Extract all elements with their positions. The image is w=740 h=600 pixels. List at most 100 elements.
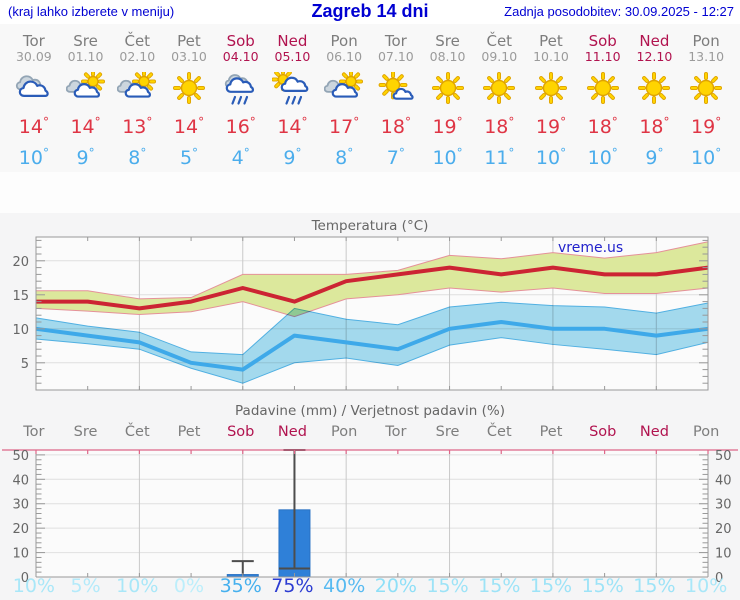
day-date: 02.10 xyxy=(119,49,156,64)
svg-text:15: 15 xyxy=(12,289,29,304)
temp-max: 14° xyxy=(70,115,101,138)
day-name: Tor xyxy=(22,32,45,50)
day-column: Pon 06.10 17° 8° xyxy=(318,24,370,172)
temp-max: 13° xyxy=(122,115,153,138)
vreme-us-link[interactable]: vreme.us xyxy=(558,240,624,256)
pop-label: 5% xyxy=(70,575,101,597)
day-date: 10.10 xyxy=(533,49,569,64)
day-column: Sre 01.10 14° 9° xyxy=(60,24,112,172)
section-divider xyxy=(0,172,740,213)
weather-icon-partly xyxy=(324,72,364,98)
precip-day-label: Ned xyxy=(639,424,669,440)
svg-text:30: 30 xyxy=(715,498,732,513)
pop-label: 10% xyxy=(685,575,728,597)
day-column: Pet 10.10 19° 10° xyxy=(525,24,577,172)
weather-icon-box xyxy=(680,72,732,108)
precip-day-labels: Tor Sre Čet Pet Sob Ned Pon Tor Sre Čet Pet Sob Ned P… xyxy=(0,424,740,440)
temp-max: 16° xyxy=(225,115,256,138)
day-date: 13.10 xyxy=(688,49,725,64)
temp-min: 10° xyxy=(691,146,722,169)
weather-icon-box xyxy=(318,72,370,108)
day-date: 11.10 xyxy=(584,49,621,64)
pop-label: 15% xyxy=(633,575,676,597)
svg-text:30: 30 xyxy=(12,498,29,513)
weather-icon-sun-cloud xyxy=(378,72,414,100)
precip-day-label: Ned xyxy=(277,424,307,440)
day-column: Sre 08.10 19° 10° xyxy=(422,24,474,172)
pop-label: 0% xyxy=(173,575,205,597)
svg-text:10: 10 xyxy=(12,547,29,562)
temp-max: 19° xyxy=(691,115,722,138)
weather-icon-box xyxy=(473,72,525,108)
pop-label: 10% xyxy=(12,575,55,597)
day-date: 30.09 xyxy=(15,49,52,64)
weather-icon-box xyxy=(525,72,577,108)
precipitation-chart: 0 0 10 10 20 20 30 30 40 40 50 50 xyxy=(2,449,738,584)
temp-max: 14° xyxy=(173,115,205,138)
day-column: Tor 07.10 18° 7° xyxy=(370,24,422,172)
weather-icon-rain xyxy=(224,74,254,105)
day-date: 03.10 xyxy=(171,49,207,64)
precip-day-label: Sre xyxy=(435,424,460,440)
precip-day-label: Čet xyxy=(124,424,150,440)
svg-text:40: 40 xyxy=(715,473,732,488)
precip-day-label: Sre xyxy=(73,424,98,440)
temp-max: 18° xyxy=(484,115,515,138)
weather-icon-box xyxy=(8,72,60,108)
forecast-strip: Tor 30.09 14° 10° Sre 01.10 14° 9° Čet 02.10 13° 8°… xyxy=(0,24,740,172)
precip-day-label: Pet xyxy=(539,424,563,440)
svg-text:5: 5 xyxy=(21,357,29,372)
svg-text:50: 50 xyxy=(715,449,732,464)
precip-day-label: Tor xyxy=(385,424,407,440)
temp-min: 9° xyxy=(645,146,664,169)
weather-icon-box xyxy=(422,72,474,108)
weather-icon-box xyxy=(629,72,681,108)
day-name: Sre xyxy=(435,32,460,50)
day-column: Pet 03.10 14° 5° xyxy=(163,24,215,172)
weather-icon-box xyxy=(370,72,422,108)
day-name: Sob xyxy=(226,32,255,50)
day-name: Pet xyxy=(539,32,563,50)
temp-max: 18° xyxy=(587,115,618,138)
pop-label: 40% xyxy=(323,575,366,597)
temp-min: 10° xyxy=(18,146,49,169)
day-name: Pet xyxy=(177,32,201,50)
day-name: Tor xyxy=(384,32,407,50)
day-column: Pon 13.10 19° 10° xyxy=(680,24,732,172)
precip-day-label: Sob xyxy=(227,424,255,440)
weather-icon-sunny xyxy=(638,72,671,104)
temp-min: 8° xyxy=(128,146,147,169)
svg-text:20: 20 xyxy=(12,255,29,270)
day-column: Tor 30.09 14° 10° xyxy=(8,24,60,172)
pop-label: 15% xyxy=(426,575,469,597)
day-name: Ned xyxy=(639,32,670,50)
temp-max: 17° xyxy=(329,115,360,138)
pop-label: 35% xyxy=(219,575,262,597)
day-column: Sob 04.10 16° 4° xyxy=(215,24,267,172)
day-name: Pon xyxy=(692,32,720,50)
day-column: Čet 09.10 18° 11° xyxy=(473,24,525,172)
day-column: Sob 11.10 18° 10° xyxy=(577,24,629,172)
weather-icon-sunny xyxy=(483,72,516,104)
day-date: 08.10 xyxy=(429,49,466,64)
day-date: 07.10 xyxy=(377,49,414,64)
day-column: Ned 12.10 18° 9° xyxy=(629,24,681,172)
pop-label: 15% xyxy=(529,575,573,597)
weather-icon-sun-rain xyxy=(272,72,309,105)
day-date: 04.10 xyxy=(222,49,259,64)
page-title: Zagreb 14 dni xyxy=(311,1,429,21)
precip-day-label: Sob xyxy=(589,424,617,440)
temp-min: 5° xyxy=(179,146,199,169)
last-update: Zadnja posodobitev: 30.09.2025 - 12:27 xyxy=(504,4,734,19)
day-date: 06.10 xyxy=(326,49,363,64)
weather-icon-partly xyxy=(65,72,105,98)
day-name: Čet xyxy=(124,32,151,50)
svg-text:0: 0 xyxy=(715,571,723,584)
pop-label: 15% xyxy=(478,575,521,597)
pop-label: 15% xyxy=(581,575,624,597)
svg-text:10: 10 xyxy=(715,547,732,562)
weather-icon-sunny xyxy=(431,72,464,104)
weather-icon-box xyxy=(267,72,319,108)
svg-text:40: 40 xyxy=(12,473,29,488)
